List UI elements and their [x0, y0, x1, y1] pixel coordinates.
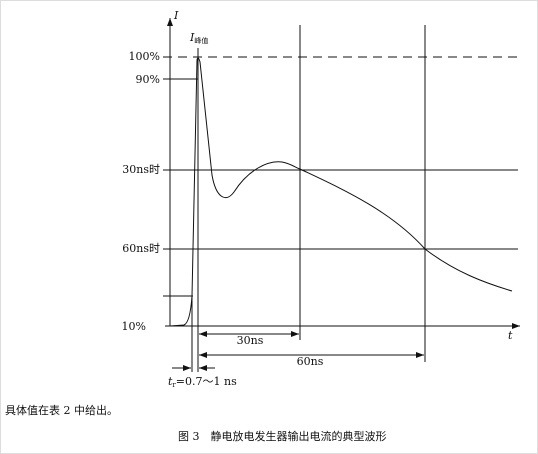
y-axis-label: I [173, 9, 179, 22]
rise-text: =0.7～1 ns [176, 375, 237, 388]
x-axis-label: t [508, 329, 513, 342]
waveform [169, 57, 513, 327]
rise-sym: t [168, 375, 173, 388]
note: 具体值在表 2 中给出。 [5, 403, 118, 417]
level-label: 60ns时 [122, 242, 160, 255]
rise-label: tr=0.7～1 ns [168, 375, 237, 389]
level-label: 100% [129, 50, 160, 63]
dim-label: 60ns [297, 355, 324, 368]
level-label: 30ns时 [122, 163, 160, 176]
peak-sub: 峰值 [194, 36, 208, 45]
level-label: 10% [122, 320, 146, 333]
peak-label: I峰值 [189, 31, 208, 45]
dim-label: 30ns [237, 334, 264, 347]
rise-sub: r [172, 381, 176, 389]
caption: 图 3 静电放电发生器输出电流的典型波形 [178, 429, 387, 443]
peak-symbol: I [189, 31, 195, 44]
level-label: 90% [136, 73, 160, 86]
